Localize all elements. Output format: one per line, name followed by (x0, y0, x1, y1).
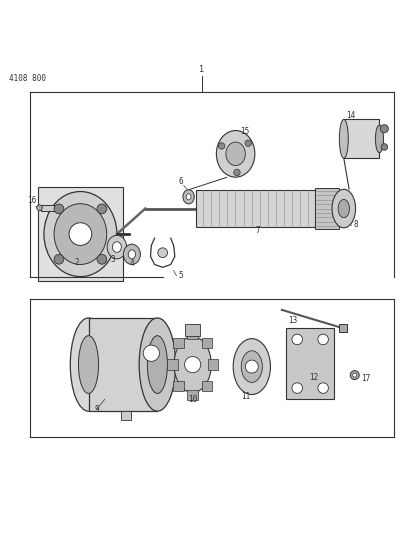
Bar (286, 328, 334, 399)
Bar (315, 188, 339, 229)
Ellipse shape (113, 242, 121, 252)
Circle shape (381, 144, 388, 150)
Circle shape (245, 140, 251, 147)
Ellipse shape (186, 194, 191, 200)
Text: 9: 9 (94, 406, 99, 414)
Circle shape (350, 370, 359, 379)
Circle shape (54, 254, 64, 264)
Text: 5: 5 (179, 271, 184, 280)
Bar (184, 324, 200, 336)
Bar (344, 119, 379, 158)
Bar (89, 318, 157, 411)
Circle shape (380, 125, 388, 133)
Text: 13: 13 (288, 316, 297, 325)
Bar (121, 411, 131, 420)
Text: 1: 1 (200, 65, 204, 74)
Circle shape (234, 169, 240, 176)
Circle shape (292, 383, 302, 393)
Bar (173, 381, 184, 391)
Circle shape (97, 204, 107, 214)
Text: 17: 17 (361, 374, 370, 383)
Circle shape (353, 373, 357, 377)
Ellipse shape (216, 131, 255, 177)
Text: 8: 8 (353, 220, 358, 229)
Ellipse shape (128, 250, 135, 259)
Circle shape (97, 254, 107, 264)
Circle shape (318, 334, 328, 345)
Ellipse shape (107, 235, 126, 259)
Ellipse shape (147, 336, 167, 393)
Circle shape (54, 204, 64, 214)
Text: 14: 14 (346, 111, 355, 120)
Circle shape (69, 223, 92, 245)
Circle shape (245, 360, 258, 373)
Bar (173, 338, 184, 349)
Ellipse shape (139, 318, 175, 411)
Bar (202, 381, 212, 391)
Ellipse shape (233, 338, 271, 394)
Bar (187, 390, 198, 400)
Circle shape (218, 143, 225, 149)
Circle shape (292, 334, 302, 345)
Bar (196, 190, 315, 227)
Text: 7: 7 (255, 227, 260, 235)
Text: 3: 3 (110, 255, 115, 264)
Text: 16: 16 (27, 196, 36, 205)
Ellipse shape (332, 189, 355, 228)
Ellipse shape (54, 204, 107, 264)
Bar (208, 359, 218, 370)
Ellipse shape (123, 244, 140, 264)
Text: 15: 15 (240, 126, 249, 135)
Ellipse shape (375, 125, 384, 152)
Ellipse shape (70, 318, 107, 411)
Bar (339, 324, 347, 332)
Text: 11: 11 (241, 392, 250, 401)
Text: 4108 800: 4108 800 (9, 74, 47, 83)
Bar (187, 329, 198, 340)
Ellipse shape (174, 337, 211, 392)
Bar (38, 188, 123, 281)
Text: 4: 4 (130, 259, 134, 268)
Circle shape (158, 248, 168, 257)
Text: 10: 10 (188, 395, 197, 404)
Circle shape (143, 345, 160, 361)
Ellipse shape (44, 191, 117, 277)
Ellipse shape (78, 336, 99, 393)
Ellipse shape (183, 190, 194, 204)
Ellipse shape (338, 199, 350, 217)
Text: 12: 12 (309, 373, 318, 382)
Circle shape (37, 205, 42, 211)
Ellipse shape (339, 119, 348, 158)
Bar (41, 205, 57, 211)
Circle shape (184, 357, 201, 373)
Bar (202, 338, 212, 349)
Text: 2: 2 (74, 259, 79, 267)
Ellipse shape (241, 351, 262, 382)
Text: 6: 6 (179, 177, 183, 186)
Bar (167, 359, 177, 370)
Circle shape (318, 383, 328, 393)
Ellipse shape (226, 142, 245, 166)
